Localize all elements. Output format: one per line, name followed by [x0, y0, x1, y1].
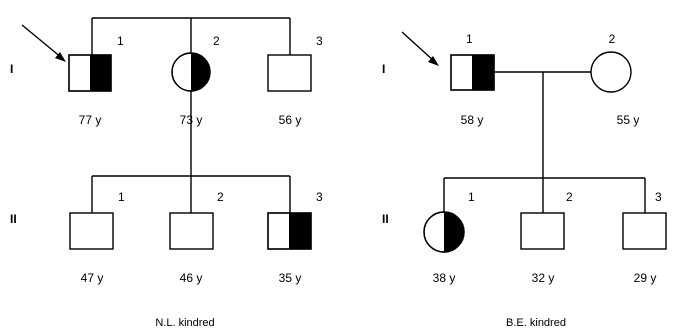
generation-label-i: I — [10, 62, 13, 76]
individual-number: 2 — [566, 190, 573, 204]
individual-number: 3 — [316, 34, 323, 48]
individual-age: 73 y — [180, 113, 203, 127]
individual-number: 2 — [213, 34, 220, 48]
individual-ii-2: 2 46 y — [169, 190, 224, 285]
individual-number: 3 — [655, 190, 662, 204]
individual-age: 35 y — [279, 271, 302, 285]
individual-i-3: 3 56 y — [267, 34, 323, 127]
individual-i-2: 2 73 y — [171, 34, 220, 127]
proband-arrow — [401, 31, 439, 66]
kindred-be: I II 1 58 y 2 55 y — [382, 31, 667, 329]
individual-number: 3 — [316, 190, 323, 204]
kindred-nl: I II 1 77 y — [10, 17, 323, 329]
kindred-caption: N.L. kindred — [155, 317, 214, 329]
individual-ii-1: 1 38 y — [423, 190, 475, 285]
individual-age: 46 y — [180, 271, 203, 285]
proband-arrow — [21, 24, 66, 62]
connector-lines — [91, 17, 291, 213]
individual-number: 1 — [466, 32, 473, 46]
individual-age: 56 y — [279, 113, 302, 127]
kindred-caption: B.E. kindred — [506, 317, 566, 329]
generation-label-ii: II — [382, 212, 389, 226]
individual-number: 1 — [118, 190, 125, 204]
individual-ii-3: 3 35 y — [267, 190, 323, 285]
generation-label-i: I — [382, 62, 385, 76]
individual-ii-2: 2 32 y — [520, 190, 573, 285]
individual-i-1: 1 58 y — [450, 32, 495, 127]
individual-i-2: 2 55 y — [590, 32, 640, 127]
generation-label-ii: II — [10, 212, 17, 226]
individual-number: 1 — [468, 190, 475, 204]
individual-age: 32 y — [532, 271, 555, 285]
individual-age: 38 y — [433, 271, 456, 285]
individual-number: 2 — [217, 190, 224, 204]
individual-age: 47 y — [81, 271, 104, 285]
individual-ii-1: 1 47 y — [69, 190, 125, 285]
individual-age: 29 y — [634, 271, 657, 285]
individual-ii-3: 3 29 y — [622, 190, 667, 285]
individual-number: 2 — [609, 32, 616, 46]
individual-age: 77 y — [79, 113, 102, 127]
individual-age: 58 y — [461, 113, 484, 127]
individual-age: 55 y — [617, 113, 640, 127]
individual-i-1: 1 77 y — [68, 34, 124, 127]
connector-lines — [443, 71, 646, 213]
individual-number: 1 — [117, 34, 124, 48]
